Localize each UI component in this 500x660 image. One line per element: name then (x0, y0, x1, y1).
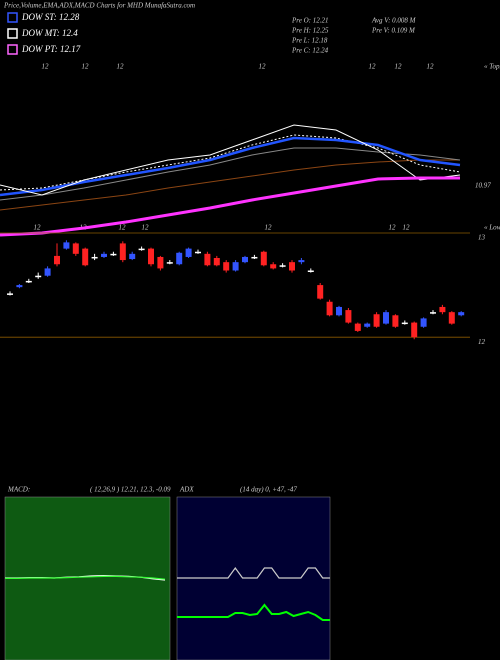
series-line (0, 134, 461, 191)
legend-swatch (7, 44, 18, 55)
candle-body (401, 322, 408, 325)
adx-title: ADX (179, 486, 194, 494)
candle-body (157, 256, 164, 269)
y-tick-label: 13 (478, 234, 486, 242)
info-text: Pre L: 12.18 (291, 37, 328, 45)
top-label: 12 (117, 63, 125, 71)
candle-body (185, 248, 192, 257)
top-label: 12 (42, 63, 50, 71)
candle-body (7, 293, 13, 295)
candle-body (223, 262, 230, 271)
legend-label: DOW MT: 12.4 (21, 28, 78, 38)
series-line (0, 147, 461, 201)
info-text: Pre C: 12.24 (291, 47, 329, 55)
candle-body (204, 253, 211, 266)
candle-body (392, 315, 399, 327)
candle-body (242, 256, 248, 263)
low-label: 12 (142, 224, 150, 232)
candle-body (232, 262, 239, 271)
candle-body (336, 306, 342, 316)
candle-body (129, 253, 136, 260)
candle-body (101, 253, 107, 257)
info-text: Pre V: 0.109 M (371, 27, 416, 35)
candle-body (307, 270, 314, 272)
low-tag: « Lows (484, 224, 500, 232)
info-text: Avg V: 0.008 M (371, 17, 417, 25)
top-tag: « Tops (484, 63, 500, 71)
candle-body (289, 262, 295, 271)
candle-body (110, 253, 117, 256)
candle-body (354, 323, 361, 331)
candle-body (25, 280, 32, 283)
top-label: 12 (82, 63, 90, 71)
low-label: 12 (119, 224, 127, 232)
candle-body (279, 265, 286, 267)
top-label: 12 (395, 63, 403, 71)
series-line (0, 176, 460, 237)
top-label: 12 (369, 63, 377, 71)
candle-body (345, 310, 352, 323)
info-text: Pre O: 12.21 (291, 17, 328, 25)
candle-body (430, 312, 436, 314)
low-label: 12 (265, 224, 273, 232)
candle-body (82, 248, 89, 266)
candle-body (260, 251, 267, 266)
candle-body (166, 262, 173, 264)
candle-body (213, 257, 220, 266)
legend-label: DOW PT: 12.17 (21, 44, 81, 54)
series-line (5, 575, 166, 580)
candle-body (35, 275, 42, 278)
candle-body (383, 312, 389, 324)
candle-body (298, 260, 305, 263)
candle-body (373, 314, 380, 327)
candle-body (195, 251, 201, 254)
candle-body (251, 256, 258, 259)
low-label: 12 (389, 224, 397, 232)
candle-body (448, 312, 455, 324)
candle-body (119, 243, 126, 261)
macd-title: MACD: (7, 486, 30, 494)
chart-title: Price,Volume,EMA,ADX,MACD Charts for MHD… (3, 2, 195, 10)
info-text: Pre H: 12.25 (291, 27, 329, 35)
legend-swatch (7, 28, 18, 39)
candle-body (16, 285, 23, 288)
candle-body (270, 264, 277, 269)
top-label: 12 (427, 63, 435, 71)
macd-subtitle: ( 12,26,9 ) 12.21, 12.3, -0.09 (90, 486, 171, 494)
candle-body (364, 323, 371, 327)
top-label: 12 (259, 63, 267, 71)
candle-body (176, 252, 183, 265)
series-line (0, 136, 461, 197)
candle-body (458, 312, 465, 316)
candle-body (148, 248, 154, 265)
candle-body (72, 243, 79, 254)
adx-subtitle: (14 day) 0, +47, -47 (240, 486, 297, 494)
candle-body (44, 268, 51, 276)
candle-body (420, 318, 427, 327)
series-line (177, 603, 330, 621)
legend-swatch (7, 12, 18, 23)
candle-body (317, 285, 324, 299)
candle-body (411, 322, 418, 338)
candle-body (138, 248, 145, 251)
candle-body (439, 306, 446, 313)
candle-body (54, 255, 60, 265)
candle-body (326, 301, 333, 316)
low-label: 12 (403, 224, 411, 232)
price-label: 10.97 (475, 182, 491, 190)
candle-body (91, 256, 98, 259)
series-line (0, 159, 460, 211)
y-tick-label: 12 (478, 338, 486, 346)
low-label: 12 (34, 224, 42, 232)
series-line (0, 124, 461, 196)
candle-body (63, 242, 70, 249)
legend-label: DOW ST: 12.28 (21, 12, 80, 22)
series-line (177, 566, 330, 579)
